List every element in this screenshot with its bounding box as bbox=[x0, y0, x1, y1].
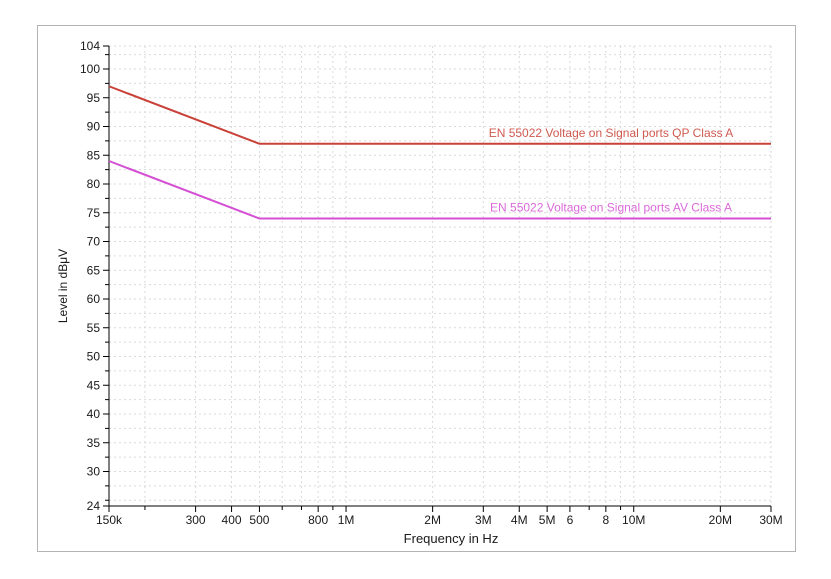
chart-svg: 150k 300 400 500 800 1M 2M 3M 4M 5M 6 8 10M 20M 30M 104… bbox=[56, 39, 783, 546]
x-tick-label: 5M bbox=[539, 513, 556, 527]
chart-panel: 150k 300 400 500 800 1M 2M 3M 4M 5M 6 8 10M 20M 30M 104… bbox=[37, 25, 796, 552]
x-tick-label: 10M bbox=[622, 513, 645, 527]
x-tick-label: 20M bbox=[709, 513, 732, 527]
y-tick-label: 80 bbox=[87, 177, 101, 191]
y-tick-label: 24 bbox=[87, 499, 101, 513]
series-line-1 bbox=[108, 160, 771, 220]
x-tick-label: 8 bbox=[603, 513, 610, 527]
x-tick-label: 30M bbox=[759, 513, 782, 527]
x-tick-label: 300 bbox=[186, 513, 206, 527]
y-tick-label: 65 bbox=[87, 263, 101, 277]
x-tick-label: 6 bbox=[567, 513, 574, 527]
y-tick-label: 100 bbox=[80, 62, 100, 76]
x-tick-label: 800 bbox=[308, 513, 328, 527]
series-layer: EN 55022 Voltage on Signal ports QP Clas… bbox=[108, 85, 771, 220]
x-tick-label: 500 bbox=[249, 513, 269, 527]
y-tick-label: 70 bbox=[87, 235, 101, 249]
y-tick-label: 55 bbox=[87, 321, 101, 335]
series-label-1: EN 55022 Voltage on Signal ports AV Clas… bbox=[490, 201, 732, 215]
y-axis-title: Level in dBμV bbox=[56, 249, 70, 323]
y-tick-label: 90 bbox=[87, 120, 101, 134]
y-tick-label: 35 bbox=[87, 436, 101, 450]
series-label-0: EN 55022 Voltage on Signal ports QP Clas… bbox=[489, 126, 734, 140]
x-tick-label: 4M bbox=[511, 513, 528, 527]
y-tick-label: 60 bbox=[87, 292, 101, 306]
y-tick-label: 104 bbox=[80, 39, 100, 53]
y-tick-label: 50 bbox=[87, 350, 101, 364]
x-tick-label: 2M bbox=[424, 513, 441, 527]
grid-layer bbox=[109, 45, 772, 506]
x-tick-label: 150k bbox=[96, 513, 123, 527]
y-tick-label: 95 bbox=[87, 91, 101, 105]
y-tick-label: 45 bbox=[87, 378, 101, 392]
x-axis-title: Frequency in Hz bbox=[404, 531, 499, 546]
y-tick-label: 85 bbox=[87, 148, 101, 162]
x-tick-label: 3M bbox=[475, 513, 492, 527]
y-tick-label: 75 bbox=[87, 206, 101, 220]
y-tick-label: 40 bbox=[87, 407, 101, 421]
axes-layer: 150k 300 400 500 800 1M 2M 3M 4M 5M 6 8 10M 20M 30M 104… bbox=[80, 39, 783, 527]
y-tick-label: 30 bbox=[87, 465, 101, 479]
x-tick-label: 1M bbox=[338, 513, 355, 527]
x-tick-label: 400 bbox=[222, 513, 242, 527]
series-line-0 bbox=[108, 85, 771, 145]
